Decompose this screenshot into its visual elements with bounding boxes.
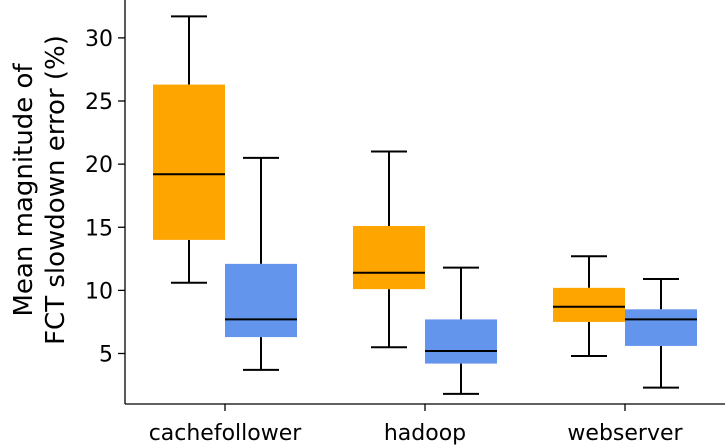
- x-tick-label-cachefollower: cachefollower: [149, 421, 303, 446]
- y-axis-ticks: 5 10 15 20 25 30: [85, 27, 125, 368]
- x-tick-label-hadoop: hadoop: [384, 421, 466, 446]
- box-cachefollower-series-2: [225, 156, 297, 371]
- y-tick-label: 10: [85, 279, 113, 304]
- x-axis-ticks: cachefollower hadoop webserver: [149, 404, 684, 446]
- box-body: [625, 309, 697, 346]
- y-axis-label-line-1: Mean magnitude of: [9, 63, 39, 317]
- y-axis-label: Mean magnitude of FCT slowdown error (%): [9, 35, 71, 345]
- x-tick-label-webserver: webserver: [567, 421, 683, 446]
- box-body: [553, 287, 625, 322]
- box-cachefollower-series-1: [153, 15, 225, 284]
- y-tick-label: 25: [85, 90, 113, 115]
- y-tick-label: 5: [99, 343, 113, 368]
- box-body: [425, 319, 497, 364]
- y-axis-label-line-2: FCT slowdown error (%): [41, 35, 71, 345]
- box-body: [153, 84, 225, 240]
- y-tick-label: 20: [85, 153, 113, 178]
- box-hadoop-series-2: [425, 266, 497, 395]
- box-webserver-series-2: [625, 278, 697, 389]
- box-group: [153, 15, 697, 395]
- box-webserver-series-1: [553, 255, 625, 358]
- y-tick-label: 30: [85, 27, 113, 52]
- y-tick-label: 15: [85, 216, 113, 241]
- box-hadoop-series-1: [353, 150, 425, 349]
- box-body: [225, 263, 297, 338]
- box-body: [353, 225, 425, 290]
